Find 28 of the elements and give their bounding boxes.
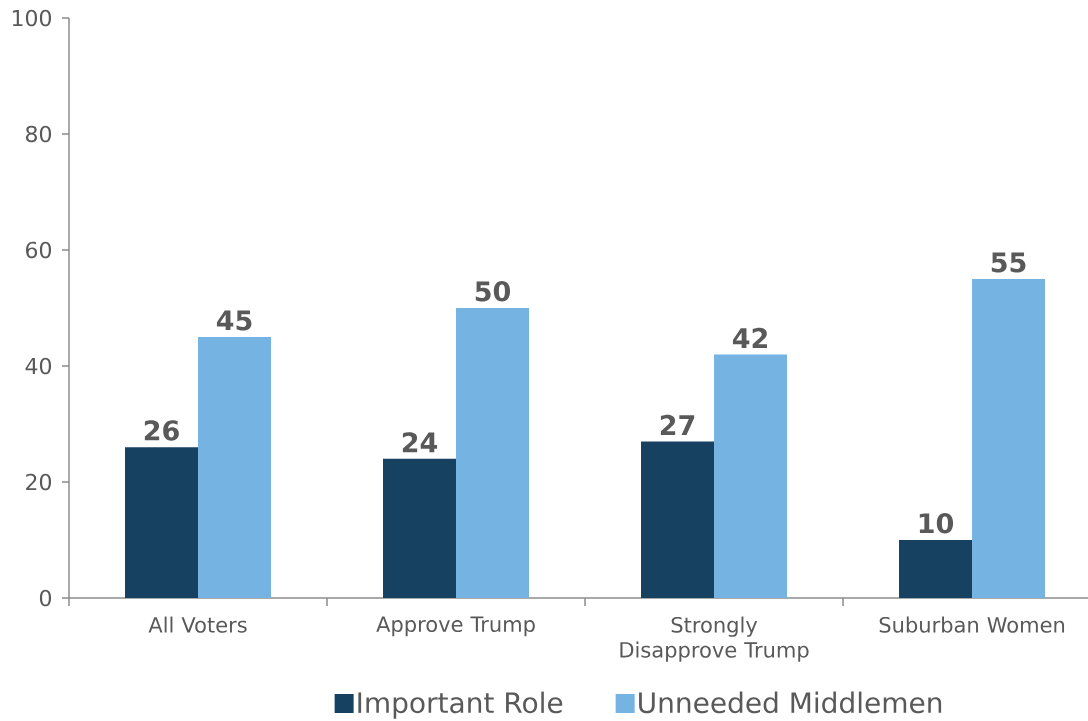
y-tick-label: 20 — [26, 473, 52, 491]
y-tick-label: 80 — [25, 125, 52, 143]
y-tick-label: 0 — [39, 589, 52, 607]
data-label: 50 — [475, 281, 511, 302]
data-label: 42 — [732, 327, 767, 348]
legend-label: Unneeded Middlemen — [639, 691, 942, 714]
legend-label: Important Role — [358, 691, 563, 719]
bar — [899, 540, 973, 598]
bar — [198, 337, 272, 598]
x-tick-label: All Voters — [148, 616, 247, 633]
data-label: 10 — [919, 513, 954, 534]
data-label: 26 — [144, 420, 179, 441]
y-tick-label: 60 — [26, 241, 52, 259]
bar — [641, 441, 715, 598]
bar — [456, 308, 530, 598]
bar — [972, 279, 1046, 598]
y-tick-label: 40 — [25, 357, 52, 375]
x-tick-label: Suburban Women — [879, 616, 1065, 633]
x-tick-label: Approve Trump — [376, 616, 535, 637]
data-label: 45 — [216, 310, 252, 331]
bar — [125, 447, 198, 598]
y-tick-label: 100 — [12, 9, 51, 27]
data-label: 24 — [402, 432, 438, 453]
bar — [383, 458, 456, 598]
bar — [714, 354, 788, 598]
x-tick-label: Strongly Disapprove Trump — [620, 616, 809, 662]
data-label: 27 — [660, 414, 695, 435]
data-label: 55 — [991, 252, 1026, 273]
